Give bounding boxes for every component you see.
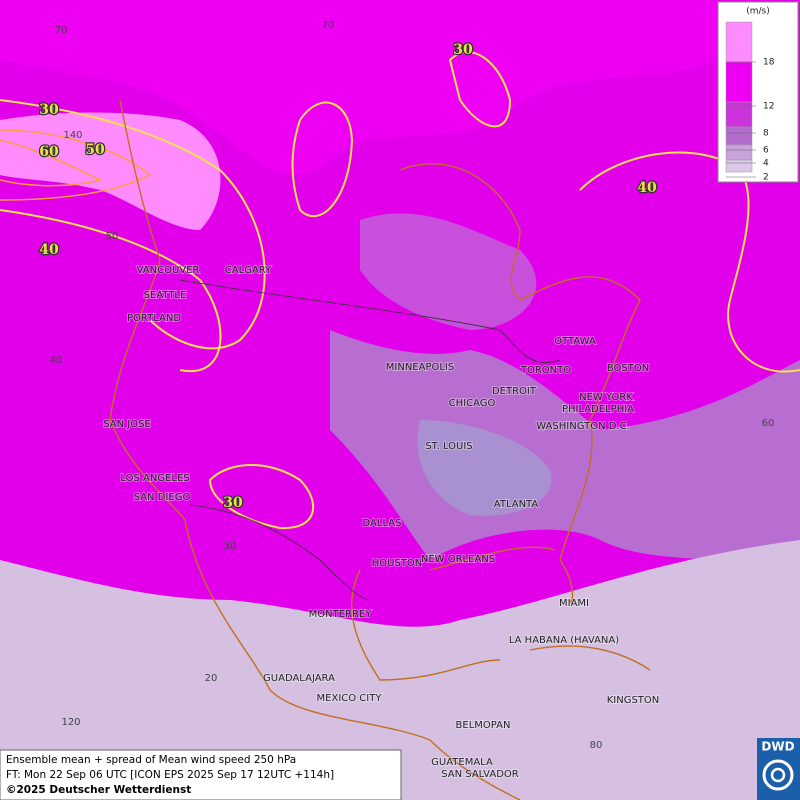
city-label: DALLAS: [363, 518, 402, 529]
city-label: KINGSTON: [607, 695, 660, 706]
city-label: TORONTO: [520, 365, 571, 376]
legend-tick-label: 4: [763, 159, 769, 169]
city-label: MINNEAPOLIS: [386, 362, 454, 373]
city-label: MIAMI: [559, 598, 589, 609]
city-label: MONTERREY: [309, 609, 373, 620]
legend-tick-label: 18: [763, 58, 775, 68]
city-label: CALGARY: [225, 265, 272, 276]
city-label: SAN JOSE: [103, 419, 151, 430]
city-label: NEW YORK: [579, 392, 633, 403]
city-label: LA HABANA (HAVANA): [509, 635, 619, 646]
city-label: BELMOPAN: [456, 720, 511, 731]
graticule-label: 120: [61, 717, 80, 728]
city-labels: VANCOUVER CALGARY SEATTLE PORTLAND MINNEAPOL…: [102, 264, 660, 781]
legend-swatch: [725, 159, 753, 173]
city-label: ATLANTA: [494, 499, 539, 510]
legend-swatch: [725, 61, 753, 103]
graticule-label: 80: [590, 740, 603, 751]
graticule-label: 20: [205, 673, 218, 684]
graticule-label: 140: [63, 130, 82, 141]
contours: [0, 129, 152, 201]
graticule-label: 40: [50, 355, 63, 366]
legend-tick-label: 8: [763, 129, 769, 139]
legend-swatch: [725, 126, 753, 146]
footer-copyright: ©2025 Deutscher Wetterdienst: [6, 784, 191, 796]
contour-label: 30: [39, 102, 59, 118]
city-label: OTTAWA: [554, 336, 596, 347]
city-label: PHILADELPHIA: [562, 404, 634, 415]
footer-title: Ensemble mean + spread of Mean wind spee…: [6, 754, 296, 766]
contour-label: 30: [453, 42, 473, 58]
field: [417, 420, 552, 516]
graticule-label: 60: [762, 418, 775, 429]
city-label: WASHINGTON D.C.: [536, 421, 630, 432]
city-label: GUATEMALA: [431, 757, 493, 768]
city-label: BOSTON: [607, 363, 649, 374]
graticule-label: 50: [106, 231, 119, 242]
contour-labels: 30 60 50 40 30 40 30: [38, 41, 658, 513]
legend-swatch: [725, 144, 753, 161]
contour-label: 30: [223, 495, 243, 511]
legend-unit: (m/s): [746, 7, 770, 17]
graticule-label: 70: [55, 25, 68, 36]
field: [360, 213, 537, 330]
logo-text: DWD: [761, 740, 794, 754]
city-label: DETROIT: [492, 386, 537, 397]
logo-icon: [770, 767, 786, 783]
city-label: PORTLAND: [127, 313, 181, 324]
contour-label: 50: [85, 142, 105, 158]
city-label: HOUSTON: [372, 558, 423, 569]
city-label: LOS ANGELES: [120, 473, 189, 484]
footer-box: [0, 749, 402, 800]
city-label: MEXICO CITY: [317, 693, 383, 704]
coastline: [109, 99, 651, 800]
city-label: GUADALAJARA: [263, 673, 335, 684]
legend-swatch: [725, 21, 753, 63]
graticule-label: 30: [224, 541, 237, 552]
footer: Ensemble mean + spread of Mean wind spee…: [0, 738, 800, 800]
city-label: SAN SALVADOR: [441, 769, 518, 780]
city-label: CHICAGO: [449, 398, 496, 409]
contour-label: 60: [39, 144, 59, 160]
contour-label: 40: [39, 242, 59, 258]
footer-time: FT: Mon 22 Sep 06 UTC [ICON EPS 2025 Sep…: [6, 769, 334, 781]
field: [330, 330, 800, 560]
city-label: SAN DIEGO: [134, 492, 191, 503]
city-label: ST. LOUIS: [425, 441, 472, 452]
city-label: VANCOUVER: [137, 265, 200, 276]
legend-tick-label: 12: [763, 102, 774, 112]
legend-tick-label: 2: [763, 173, 769, 183]
legend-tick-label: 6: [763, 146, 769, 156]
borders: [179, 279, 561, 601]
graticule-label: 70: [322, 20, 335, 31]
contours: [0, 51, 800, 530]
field: [0, 540, 800, 800]
logo-icon: [762, 759, 794, 791]
city-label: SEATTLE: [144, 290, 187, 301]
field: [0, 0, 720, 175]
legend: (m/s) 18 12 8 6 4 2: [717, 1, 799, 183]
city-label: NEW ORLEANS: [421, 554, 495, 565]
contour-label: 40: [637, 180, 657, 196]
